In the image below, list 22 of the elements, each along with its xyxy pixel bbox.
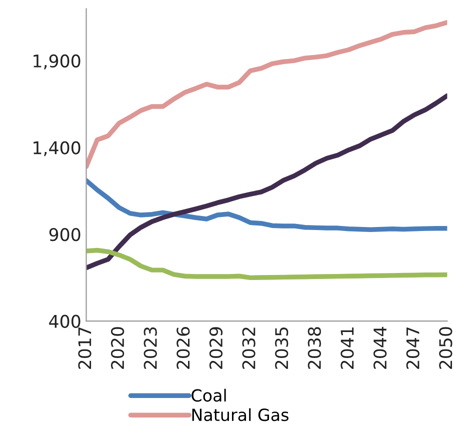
x-tick-label: 2050 xyxy=(439,327,452,369)
line-series xyxy=(86,20,448,169)
line-series xyxy=(86,248,448,280)
x-tick-label: 2035 xyxy=(275,327,288,369)
line-series xyxy=(86,93,448,270)
y-tick-label: 1,900 xyxy=(34,54,80,70)
x-tick-label: 2023 xyxy=(144,327,157,369)
x-tick-label: 2020 xyxy=(110,327,124,369)
y-tick-label: 400 xyxy=(49,314,80,328)
x-tick-label: 2038 xyxy=(308,327,321,369)
x-tick-label: 2029 xyxy=(209,327,223,369)
line-series xyxy=(86,178,448,232)
x-tick-label: 2041 xyxy=(340,328,354,369)
legend-label: Natural Gas xyxy=(192,408,288,422)
x-tick-label: 2017 xyxy=(78,327,92,369)
x-tick-label: 2032 xyxy=(242,328,256,369)
legend-label: Coal xyxy=(192,388,226,402)
x-tick-label: 2047 xyxy=(406,327,420,369)
x-tick-label: 2044 xyxy=(373,326,387,369)
x-tick-label: 2026 xyxy=(176,327,190,369)
y-tick-label: 900 xyxy=(49,228,80,242)
y-tick-label: 1,400 xyxy=(34,141,80,156)
